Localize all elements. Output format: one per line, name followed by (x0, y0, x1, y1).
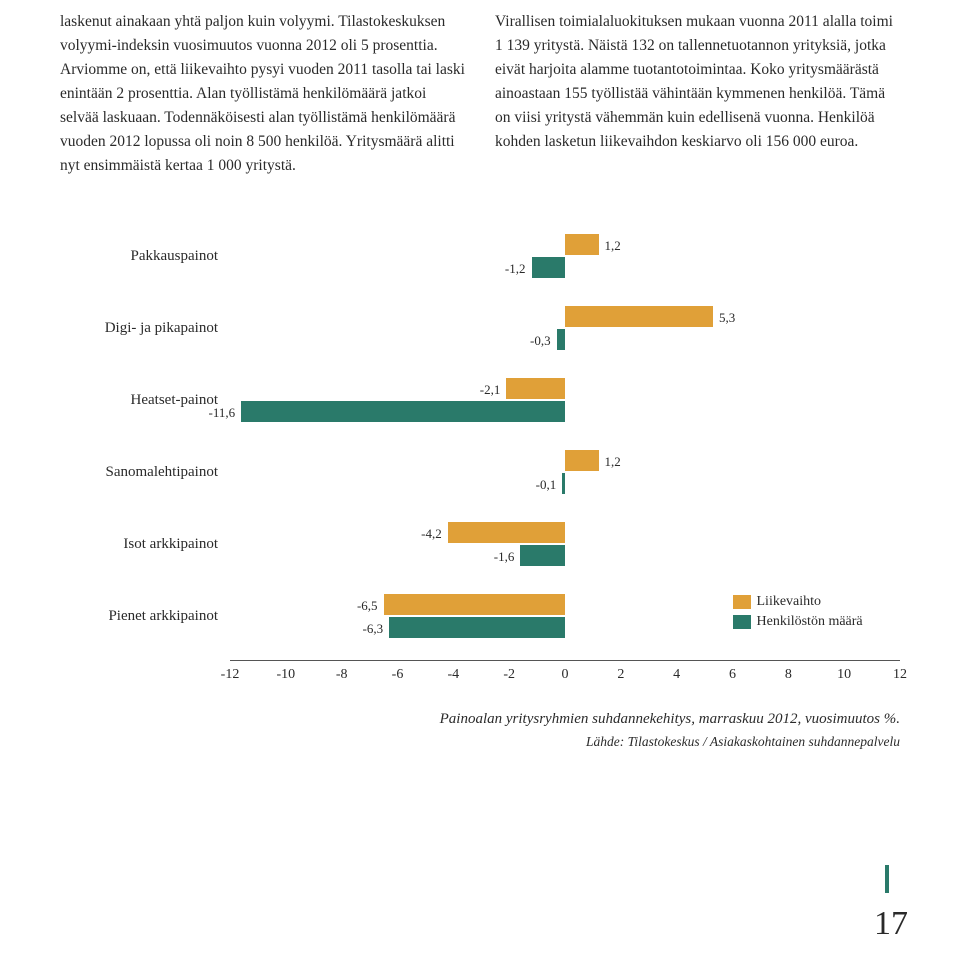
revenue-value: 1,2 (605, 238, 621, 254)
body-text-columns: laskenut ainakaan yhtä paljon kuin volyy… (60, 0, 900, 178)
axis-tick: 0 (562, 667, 569, 683)
axis-tick: 12 (893, 667, 907, 683)
revenue-bar: -6,5 (384, 594, 565, 615)
bar-area: 5,3-0,3 (230, 300, 900, 356)
axis-tick: 10 (837, 667, 851, 683)
chart-row: Pienet arkkipainot-6,5-6,3LiikevaihtoHen… (60, 588, 900, 644)
revenue-bar: 1,2 (565, 234, 599, 255)
staff-bar: -0,1 (562, 473, 565, 494)
bar-area: 1,2-1,2 (230, 228, 900, 284)
staff-value: -0,1 (536, 477, 557, 493)
page-rule (885, 865, 889, 893)
text-column-2: Virallisen toimialaluokituksen mukaan vu… (495, 10, 900, 178)
axis-tick: -2 (503, 667, 515, 683)
chart-row: Isot arkkipainot-4,2-1,6 (60, 516, 900, 572)
category-label: Pienet arkkipainot (60, 608, 230, 625)
axis-tick: -6 (392, 667, 404, 683)
page-number: 17 (874, 905, 908, 943)
staff-bar: -1,2 (532, 257, 566, 278)
revenue-value: 1,2 (605, 454, 621, 470)
legend-revenue-label: Liikevaihto (757, 594, 822, 609)
revenue-bar: -4,2 (448, 522, 565, 543)
category-label: Sanomalehtipainot (60, 464, 230, 481)
staff-bar: -6,3 (389, 617, 565, 638)
staff-value: -1,6 (494, 549, 515, 565)
text-column-1: laskenut ainakaan yhtä paljon kuin volyy… (60, 10, 465, 178)
bar-chart: Pakkauspainot1,2-1,2Digi- ja pikapainot5… (60, 228, 900, 753)
x-axis: -12-10-8-6-4-2024681012 (230, 660, 900, 690)
bar-area: -6,5-6,3LiikevaihtoHenkilöstön määrä (230, 588, 900, 644)
legend-revenue: Liikevaihto (733, 594, 863, 610)
axis-tick: 2 (617, 667, 624, 683)
chart-row: Digi- ja pikapainot5,3-0,3 (60, 300, 900, 356)
staff-bar: -0,3 (557, 329, 565, 350)
axis-tick: -12 (221, 667, 240, 683)
chart-row: Pakkauspainot1,2-1,2 (60, 228, 900, 284)
revenue-bar: -2,1 (506, 378, 565, 399)
staff-bar: -1,6 (520, 545, 565, 566)
chart-row: Heatset-painot-2,1-11,6 (60, 372, 900, 428)
category-label: Pakkauspainot (60, 248, 230, 265)
axis-tick: 8 (785, 667, 792, 683)
bar-area: -4,2-1,6 (230, 516, 900, 572)
bar-area: -2,1-11,6 (230, 372, 900, 428)
revenue-value: -2,1 (480, 382, 501, 398)
axis-tick: -4 (447, 667, 459, 683)
revenue-value: -4,2 (421, 526, 442, 542)
revenue-value: 5,3 (719, 310, 735, 326)
axis-tick: -8 (336, 667, 348, 683)
axis-tick: 6 (729, 667, 736, 683)
revenue-value: -6,5 (357, 598, 378, 614)
category-label: Digi- ja pikapainot (60, 320, 230, 337)
chart-legend: Liikevaihto Henkilöstön määrä (733, 594, 863, 630)
bar-area: 1,2-0,1 (230, 444, 900, 500)
chart-caption: Painoalan yritysryhmien suhdannekehitys,… (60, 708, 900, 753)
revenue-bar: 1,2 (565, 450, 599, 471)
staff-value: -0,3 (530, 333, 551, 349)
axis-tick: -10 (276, 667, 295, 683)
chart-row: Sanomalehtipainot1,2-0,1 (60, 444, 900, 500)
staff-value: -11,6 (209, 405, 236, 421)
category-label: Heatset-painot (60, 392, 230, 409)
staff-bar: -11,6 (241, 401, 565, 422)
staff-value: -1,2 (505, 261, 526, 277)
caption-main: Painoalan yritysryhmien suhdannekehitys,… (440, 711, 900, 727)
revenue-bar: 5,3 (565, 306, 713, 327)
legend-staff: Henkilöstön määrä (733, 614, 863, 630)
axis-tick: 4 (673, 667, 680, 683)
staff-value: -6,3 (363, 621, 384, 637)
legend-staff-label: Henkilöstön määrä (757, 614, 863, 629)
caption-source: Lähde: Tilastokeskus / Asiakaskohtainen … (586, 734, 900, 749)
category-label: Isot arkkipainot (60, 536, 230, 553)
